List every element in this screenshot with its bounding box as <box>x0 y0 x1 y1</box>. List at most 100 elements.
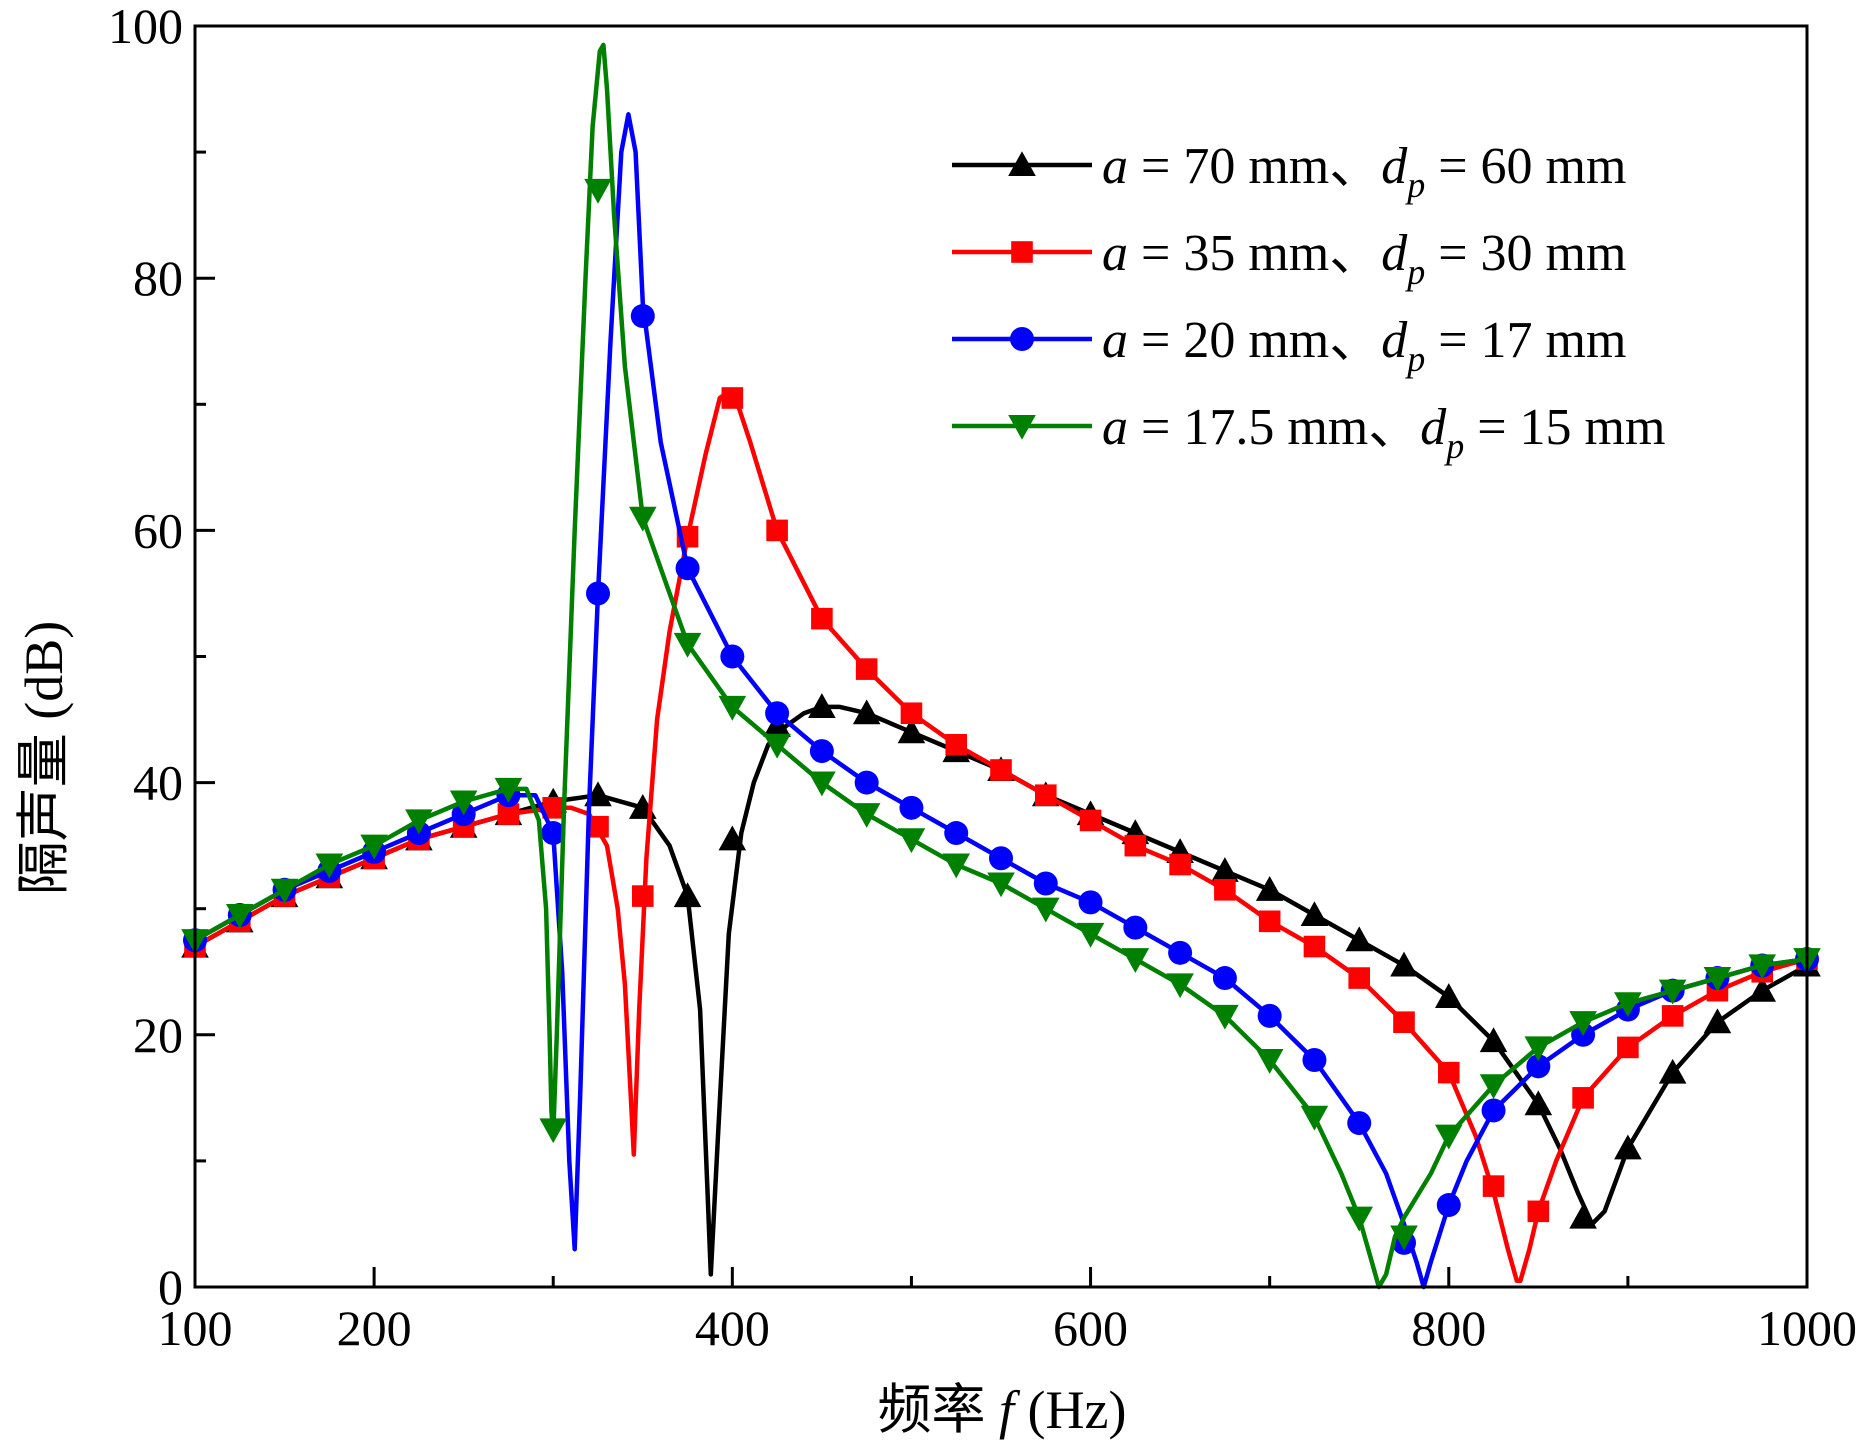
data-point <box>1527 1200 1550 1223</box>
data-point <box>1079 809 1102 832</box>
data-point <box>542 797 565 819</box>
data-point <box>1258 910 1281 933</box>
data-point <box>852 803 881 828</box>
legend-subscript: p <box>1443 426 1464 466</box>
data-point <box>900 702 923 725</box>
legend-var-a: a <box>1102 138 1128 195</box>
data-point <box>1255 1048 1284 1074</box>
legend-text-1: = 17.5 mm、 <box>1128 399 1420 456</box>
data-point <box>897 718 926 744</box>
legend-var-a: a <box>1102 312 1128 369</box>
y-tick-label: 20 <box>133 1007 183 1063</box>
x-axis-title-prefix: 频率 <box>878 1380 1000 1440</box>
data-point <box>942 853 971 879</box>
data-point <box>809 739 834 764</box>
legend-label: a = 17.5 mm、dp = 15 mm <box>1102 399 1665 466</box>
data-point <box>1481 1098 1506 1123</box>
plot-series <box>181 42 1821 1290</box>
legend-swatch-marker <box>1010 327 1034 351</box>
data-point <box>360 834 388 860</box>
data-point <box>1658 1058 1687 1084</box>
data-point <box>721 387 744 409</box>
legend-item: a = 70 mm、dp = 60 mm <box>952 138 1626 205</box>
data-point <box>1255 875 1284 901</box>
data-point <box>1526 1054 1551 1079</box>
legend-text-1: = 35 mm、 <box>1128 225 1381 282</box>
data-point <box>541 821 566 846</box>
data-point <box>494 777 523 803</box>
data-point <box>1169 853 1191 876</box>
data-point <box>1569 1011 1597 1036</box>
legend-subscript: p <box>1404 252 1425 292</box>
legend-subscript: p <box>1404 339 1425 379</box>
data-point <box>539 1118 568 1144</box>
data-point <box>1211 1004 1239 1030</box>
legend-item: a = 35 mm、dp = 30 mm <box>952 225 1626 292</box>
data-point <box>718 825 747 851</box>
data-point <box>1524 1090 1553 1116</box>
data-point <box>1479 1027 1508 1053</box>
series-4 <box>181 42 1821 1290</box>
data-point <box>631 885 654 907</box>
y-tick-label: 80 <box>133 250 183 306</box>
data-point <box>628 506 657 532</box>
data-point <box>1658 979 1687 1005</box>
data-point <box>1347 1111 1372 1136</box>
legend-text-2: = 15 mm <box>1464 399 1665 456</box>
data-point <box>584 178 612 204</box>
legend-var-d: d <box>1381 225 1408 282</box>
data-point <box>1479 1074 1508 1100</box>
y-tick-label: 0 <box>158 1259 183 1315</box>
axis-tick-labels: 100 200 400 600 800 1000 0 20 40 60 80 100 <box>108 0 1857 1356</box>
legend-label: a = 20 mm、dp = 17 mm <box>1102 312 1626 379</box>
legend-swatch-marker <box>1008 151 1036 177</box>
data-point <box>944 821 969 846</box>
legend-subscript: p <box>1404 165 1425 205</box>
data-point <box>1123 915 1148 940</box>
data-point <box>315 853 344 879</box>
data-point <box>854 770 879 795</box>
data-point <box>1569 1203 1597 1229</box>
x-tick-label: 200 <box>337 1300 412 1356</box>
data-point <box>1436 1193 1461 1218</box>
data-point <box>675 556 700 581</box>
legend: a = 70 mm、dp = 60 mma = 35 mm、dp = 30 mm… <box>952 138 1665 466</box>
legend-text-1: = 70 mm、 <box>1128 138 1381 195</box>
data-point <box>855 658 878 680</box>
data-point <box>1166 973 1194 999</box>
data-point <box>1617 1036 1639 1059</box>
data-point <box>1524 1036 1553 1062</box>
data-point <box>989 846 1013 871</box>
data-point <box>763 733 791 759</box>
data-point <box>1168 940 1193 965</box>
legend-var-a: a <box>1102 225 1128 282</box>
data-point <box>1300 1105 1329 1131</box>
legend-text-2: = 17 mm <box>1425 312 1626 369</box>
data-point <box>1345 926 1374 952</box>
data-point <box>1703 967 1732 992</box>
data-point <box>1614 1134 1642 1160</box>
data-point <box>1614 992 1642 1018</box>
x-tick-label: 600 <box>1053 1300 1128 1356</box>
y-axis-title: 隔声量 (dB) <box>14 621 74 895</box>
data-point <box>1345 1206 1374 1232</box>
data-point <box>1434 1124 1463 1150</box>
data-point <box>1390 1225 1418 1251</box>
data-point <box>1434 983 1463 1009</box>
x-tick-label: 100 <box>158 1300 233 1356</box>
legend-label: a = 70 mm、dp = 60 mm <box>1102 138 1626 205</box>
legend-var-d: d <box>1381 312 1408 369</box>
data-point <box>1748 976 1777 1002</box>
legend-var-a: a <box>1102 399 1128 456</box>
data-point <box>1034 784 1057 807</box>
data-point <box>1031 897 1060 923</box>
data-point <box>587 815 609 838</box>
data-point <box>1703 1008 1732 1034</box>
data-point <box>1300 901 1329 927</box>
legend-text-2: = 30 mm <box>1425 225 1626 282</box>
data-point <box>1572 1087 1594 1109</box>
data-point <box>673 882 702 908</box>
x-axis-title-suffix: (Hz) <box>1014 1380 1126 1440</box>
